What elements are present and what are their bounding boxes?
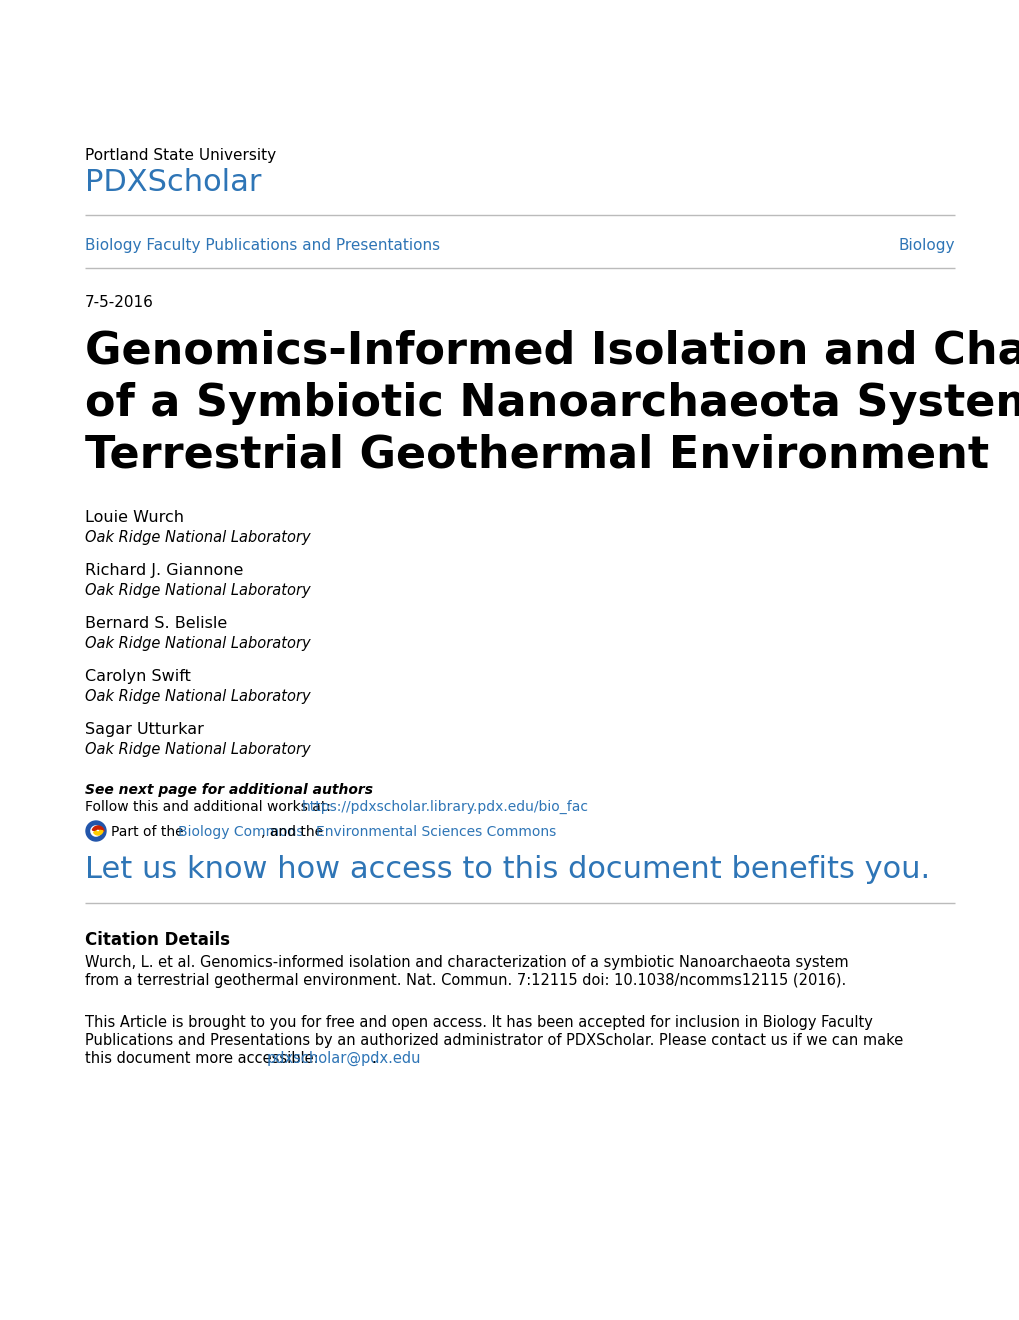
Text: Carolyn Swift: Carolyn Swift (85, 669, 191, 684)
Text: Oak Ridge National Laboratory: Oak Ridge National Laboratory (85, 742, 311, 756)
Text: pdxscholar@pdx.edu: pdxscholar@pdx.edu (266, 1051, 421, 1067)
Text: Portland State University: Portland State University (85, 148, 276, 162)
Text: Citation Details: Citation Details (85, 931, 229, 949)
Text: Biology Faculty Publications and Presentations: Biology Faculty Publications and Present… (85, 238, 439, 253)
Text: Follow this and additional works at:: Follow this and additional works at: (85, 800, 335, 814)
Text: this document more accessible:: this document more accessible: (85, 1051, 323, 1067)
Wedge shape (94, 830, 103, 836)
Text: , and the: , and the (261, 825, 327, 840)
Text: Genomics-Informed Isolation and Characterization: Genomics-Informed Isolation and Characte… (85, 330, 1019, 374)
Text: Oak Ridge National Laboratory: Oak Ridge National Laboratory (85, 636, 311, 651)
Text: Biology Commons: Biology Commons (177, 825, 303, 840)
Text: Let us know how access to this document benefits you.: Let us know how access to this document … (85, 855, 929, 884)
Text: See next page for additional authors: See next page for additional authors (85, 783, 373, 797)
Text: Oak Ridge National Laboratory: Oak Ridge National Laboratory (85, 689, 311, 704)
Text: from a terrestrial geothermal environment. Nat. Commun. 7:12115 doi: 10.1038/nco: from a terrestrial geothermal environmen… (85, 973, 846, 987)
Text: https://pdxscholar.library.pdx.edu/bio_fac: https://pdxscholar.library.pdx.edu/bio_f… (302, 800, 588, 814)
Text: Oak Ridge National Laboratory: Oak Ridge National Laboratory (85, 531, 311, 545)
Text: Wurch, L. et al. Genomics-informed isolation and characterization of a symbiotic: Wurch, L. et al. Genomics-informed isola… (85, 954, 848, 970)
Text: This Article is brought to you for free and open access. It has been accepted fo: This Article is brought to you for free … (85, 1015, 872, 1030)
Text: Part of the: Part of the (111, 825, 187, 840)
Text: Richard J. Giannone: Richard J. Giannone (85, 564, 244, 578)
Text: Sagar Utturkar: Sagar Utturkar (85, 722, 204, 737)
Text: Biology: Biology (898, 238, 954, 253)
Text: .: . (371, 1051, 376, 1067)
Text: Environmental Sciences Commons: Environmental Sciences Commons (316, 825, 556, 840)
Text: 7-5-2016: 7-5-2016 (85, 294, 154, 310)
Text: PDXScholar: PDXScholar (85, 168, 261, 197)
Text: Oak Ridge National Laboratory: Oak Ridge National Laboratory (85, 583, 311, 598)
Text: Louie Wurch: Louie Wurch (85, 510, 183, 525)
Text: of a Symbiotic Nanoarchaeota System from a: of a Symbiotic Nanoarchaeota System from… (85, 381, 1019, 425)
Wedge shape (86, 821, 106, 841)
Text: Terrestrial Geothermal Environment: Terrestrial Geothermal Environment (85, 434, 988, 477)
Text: Bernard S. Belisle: Bernard S. Belisle (85, 616, 227, 631)
Text: Publications and Presentations by an authorized administrator of PDXScholar. Ple: Publications and Presentations by an aut… (85, 1034, 903, 1048)
Wedge shape (93, 826, 104, 832)
